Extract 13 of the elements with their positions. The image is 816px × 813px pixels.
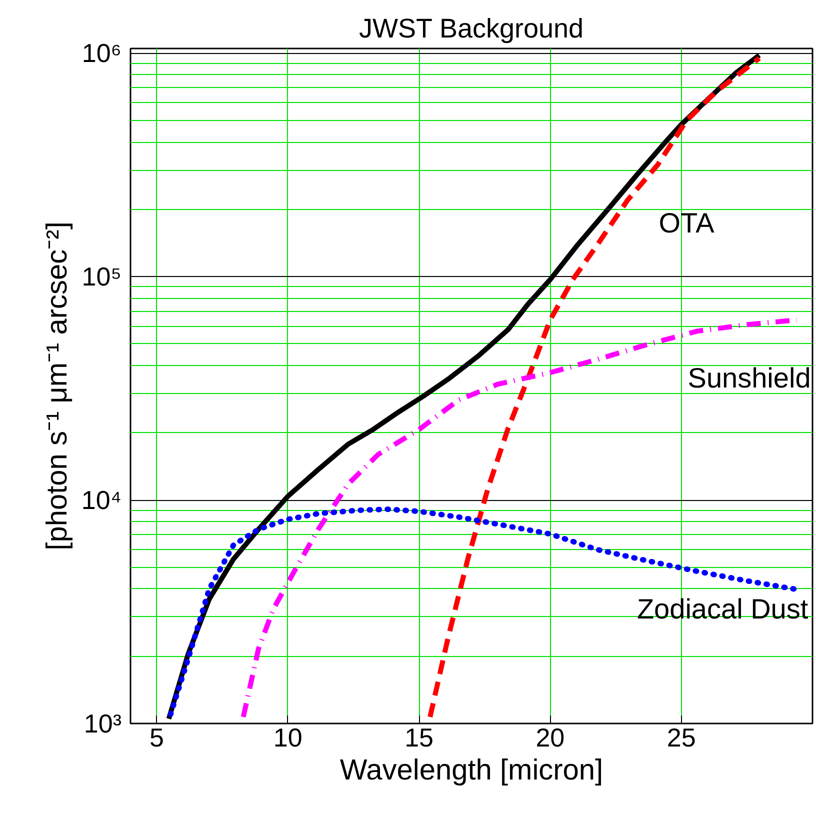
x-tick-label: 25 <box>666 722 696 752</box>
series-label: Sunshield <box>688 362 811 394</box>
x-tick-label: 5 <box>150 722 164 752</box>
x-tick-label: 20 <box>536 722 565 752</box>
y-tick-label: 10⁵ <box>82 262 122 292</box>
y-tick-label: 10³ <box>84 708 122 738</box>
y-axis-title: [photon s⁻¹ μm⁻¹ arcsec⁻²] <box>41 222 74 550</box>
x-tick-label: 10 <box>273 722 302 752</box>
y-tick-label: 10⁶ <box>82 38 122 68</box>
y-tick-label: 10⁴ <box>81 485 122 516</box>
chart-title: JWST Background <box>358 14 584 44</box>
x-axis-title: Wavelength [micron] <box>340 754 604 786</box>
x-tick-label: 15 <box>404 722 434 752</box>
